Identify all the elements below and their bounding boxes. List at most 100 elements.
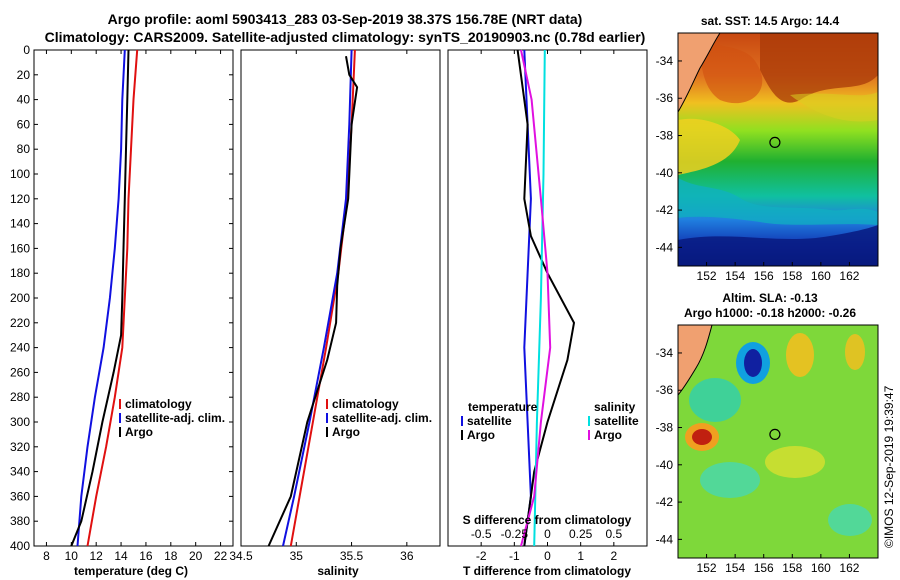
x-tick-label: -1 [509, 549, 520, 563]
legend-label: satellite-adj. clim. [125, 411, 225, 425]
s-difference-ticks: -0.5 -0.25 0 0.25 0.5 [471, 527, 623, 541]
legend-label: satellite [594, 414, 639, 428]
profile-line [76, 49, 126, 547]
map-tick-label: -42 [656, 203, 674, 217]
map-tick-label: -38 [656, 421, 674, 435]
x-tick-label: 8 [43, 549, 50, 563]
sst-cyan-patch [678, 178, 878, 225]
x-tick-label: 18 [164, 549, 178, 563]
depth-tick-label: 300 [10, 415, 30, 429]
depth-tick-label: 220 [10, 316, 30, 330]
depth-tick-label: 140 [10, 217, 30, 231]
sla-cyan-blob-2 [700, 462, 760, 498]
depth-tick-label: 180 [10, 266, 30, 280]
sst-argo-marker [769, 136, 781, 148]
profile-line [520, 49, 552, 547]
sla-cyan-blob [689, 378, 741, 422]
profile-line [70, 49, 130, 547]
legend-label: Argo [467, 428, 495, 442]
x-tick-label: 36 [400, 549, 414, 563]
sla-map-subtitle: Argo h1000: -0.18 h2000: -0.26 [684, 306, 856, 320]
depth-tick-label: 80 [17, 142, 31, 156]
profile-line [533, 49, 546, 547]
sst-warm-patch-2 [700, 40, 763, 104]
x-tick-label: 14 [114, 549, 128, 563]
map-tick-label: -42 [656, 495, 674, 509]
x-tick-label: -2 [476, 549, 487, 563]
sla-coastline [678, 325, 713, 396]
difference-profiles [516, 49, 576, 547]
temperature-axes [33, 49, 234, 547]
profile-line [516, 49, 576, 547]
depth-tick-label: 200 [10, 291, 30, 305]
title-line1: Argo profile: aoml 5903413_283 03-Sep-20… [108, 11, 583, 27]
sla-land [678, 325, 712, 395]
legend-label: climatology [125, 397, 192, 411]
depth-tick-label: 40 [17, 93, 31, 107]
map-tick-label: 152 [697, 561, 717, 575]
x-tick-label: 12 [90, 549, 104, 563]
depth-tick-label: 380 [10, 514, 30, 528]
salinity-axes [240, 49, 441, 547]
map-tick-label: -44 [656, 532, 674, 546]
legend-label: Argo [125, 425, 153, 439]
depth-tick-label: 400 [10, 539, 30, 553]
sla-yellow-blob [786, 333, 814, 377]
sst-map-ticks: 152 154 156 158 160 162 -34 -36 -38 -40 -42 -44 [656, 54, 860, 283]
x-tick-label: 1 [577, 549, 584, 563]
map-tick-label: -40 [656, 458, 674, 472]
x-tick-label: 20 [189, 549, 203, 563]
s-tick-label: 0.5 [605, 527, 622, 541]
s-tick-label: -0.5 [471, 527, 492, 541]
sla-argo-marker [769, 428, 781, 440]
legend-label: climatology [332, 397, 399, 411]
map-tick-label: -38 [656, 129, 674, 143]
sst-yellow-patch-2 [790, 92, 878, 122]
depth-tick-label: 20 [17, 68, 31, 82]
sst-warm-patch [760, 33, 878, 103]
x-tick-label: 16 [139, 549, 153, 563]
map-tick-label: -44 [656, 240, 674, 254]
sla-yellow-blob-3 [765, 446, 825, 478]
x-tick-label: 35 [290, 549, 304, 563]
map-tick-label: -36 [656, 91, 674, 105]
x-tick-label: 35.5 [340, 549, 364, 563]
legend-label: satellite [467, 414, 512, 428]
sla-blue-eddy [744, 349, 762, 377]
legend-title: temperature [468, 400, 538, 414]
depth-tick-label: 120 [10, 192, 30, 206]
sst-yellow-patch [678, 118, 740, 175]
depth-tick-label: 320 [10, 440, 30, 454]
legend-label: satellite-adj. clim. [332, 411, 432, 425]
profile-line [523, 49, 532, 547]
sla-warm-eddy [692, 429, 712, 445]
s-tick-label: 0 [544, 527, 551, 541]
salinity-xlabel: salinity [317, 564, 359, 578]
map-tick-label: -34 [656, 346, 674, 360]
sst-coastline [678, 33, 721, 113]
depth-tick-label: 360 [10, 489, 30, 503]
depth-tick-label: 160 [10, 241, 30, 255]
legend-label: Argo [594, 428, 622, 442]
profile-line [86, 49, 139, 547]
depth-tick-label: 260 [10, 365, 30, 379]
difference-legend: temperature salinitysatelliteArgosatellit… [461, 400, 639, 442]
map-tick-label: 154 [725, 561, 745, 575]
map-tick-label: -34 [656, 54, 674, 68]
x-tick-label: 0 [544, 549, 551, 563]
sla-map-ticks: 152 154 156 158 160 162 -34 -36 -38 -40 -42 -44 [656, 346, 860, 575]
x-tick-label: 34.5 [229, 549, 253, 563]
sst-map-frame [677, 32, 879, 267]
profile-line [282, 49, 353, 547]
s-difference-label: S difference from climatology [463, 513, 632, 527]
depth-tick-label: 340 [10, 465, 30, 479]
depth-tick-label: 280 [10, 390, 30, 404]
map-tick-label: 162 [839, 561, 859, 575]
sla-map-title: Altim. SLA: -0.13 [722, 291, 818, 305]
legend-label: Argo [332, 425, 360, 439]
title-line2: Climatology: CARS2009. Satellite-adjuste… [45, 29, 646, 45]
depth-tick-label: 240 [10, 341, 30, 355]
map-tick-label: 156 [754, 561, 774, 575]
